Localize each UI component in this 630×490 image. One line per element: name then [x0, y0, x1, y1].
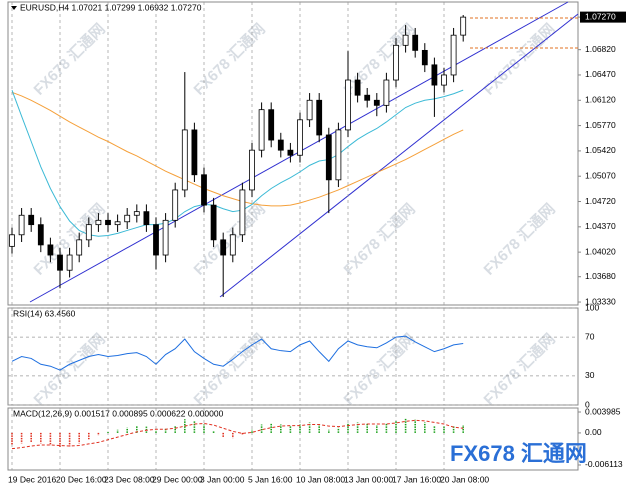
price-panel [7, 1, 579, 306]
candle-body [441, 74, 447, 86]
candle-body [383, 79, 390, 106]
candle-body [37, 224, 44, 246]
candle-body [297, 119, 303, 156]
rsi-line [11, 335, 464, 371]
candle-body [325, 134, 332, 181]
candle-body [172, 189, 179, 221]
candle-body [162, 219, 169, 256]
x-tick-label: 3 Jan 00:00 [200, 474, 245, 484]
candle-body [249, 149, 255, 191]
y-tick-label: 1.06820 [585, 44, 616, 54]
candle-body [9, 234, 15, 247]
candle-body [402, 34, 409, 46]
price-highlight [580, 11, 626, 23]
y-tick-label: 1.03680 [585, 271, 616, 281]
x-tick-label: 17 Jan 16:00 [392, 474, 441, 484]
candle-body [277, 139, 284, 151]
y-tick-label: 0 [585, 399, 590, 409]
y-tick-label: 30 [585, 370, 595, 380]
x-tick-label: 29 Dec 00:00 [152, 474, 203, 484]
candle-body [85, 224, 92, 241]
candle-body [412, 34, 419, 51]
candle-body [95, 219, 102, 226]
candle-body [287, 149, 294, 156]
price-title: EURUSD,H4 1.07021 1.07299 1.06932 1.0727… [20, 2, 202, 12]
candle-body [76, 239, 83, 256]
x-tick-label: 5 Jan 16:00 [248, 474, 293, 484]
y-tick-label: 1.04720 [585, 196, 616, 206]
candle-body [114, 221, 121, 226]
y-tick-label: 1.06470 [585, 69, 616, 79]
candle-body [124, 214, 131, 223]
macd-title: MACD(12,26,9) 0.001517 0.000895 0.000622… [13, 408, 224, 418]
signal-line [11, 419, 464, 450]
x-tick-label: 20 Jan 08:00 [440, 474, 489, 484]
candle-body [258, 109, 265, 151]
x-tick-label: 10 Jan 08:00 [296, 474, 345, 484]
y-tick-label: 1.04370 [585, 221, 616, 231]
y-tick-label: 1.05770 [585, 120, 616, 130]
y-tick-label: -0.006113 [585, 459, 623, 469]
moving-average [11, 91, 464, 207]
macd-panel [7, 407, 579, 471]
y-tick-label: 100 [585, 302, 599, 312]
y-tick-label: 0.00 [585, 427, 602, 437]
candle-body [57, 254, 63, 271]
candle-body [66, 254, 73, 271]
x-tick-label: 20 Dec 16:00 [56, 474, 107, 484]
candle-body [306, 99, 313, 121]
candle-body [364, 94, 371, 101]
candle-body [105, 219, 111, 226]
x-tick-label: 13 Jan 00:00 [344, 474, 393, 484]
candle-body [316, 99, 323, 136]
channel-lower [219, 13, 579, 298]
candle-body [393, 44, 399, 81]
candle-body [239, 189, 246, 236]
candle-body [153, 224, 159, 256]
y-tick-label: 1.04020 [585, 246, 616, 256]
candle-body [450, 34, 457, 76]
candle-body [354, 79, 361, 96]
candle-body [47, 244, 54, 256]
collapse-marker [11, 6, 17, 10]
candle-body [431, 64, 438, 86]
candle-body [191, 129, 198, 176]
y-tick-label: 1.05070 [585, 170, 616, 180]
candle-body [133, 211, 140, 216]
candle-body [181, 129, 188, 191]
candle-body [229, 234, 236, 256]
candle-body [335, 129, 342, 181]
candle-body [220, 239, 227, 256]
x-tick-label: 19 Dec 2016 [8, 474, 56, 484]
logo: FX678 汇通网 [450, 441, 587, 466]
y-tick-label: 1.06120 [585, 95, 616, 105]
candle-body [460, 16, 467, 36]
y-tick-label: 70 [585, 331, 595, 341]
candle-body [143, 211, 150, 226]
x-tick-label: 23 Dec 08:00 [104, 474, 155, 484]
y-tick-label: 1.03330 [585, 296, 616, 306]
candle-body [201, 174, 207, 206]
y-tick-label: 0.003985 [585, 406, 621, 416]
candle-body [345, 79, 351, 131]
y-tick-label: 1.05420 [585, 145, 616, 155]
candle-body [421, 49, 428, 66]
rsi-title: RSI(14) 63.4560 [13, 308, 76, 318]
candle-body [28, 214, 35, 226]
candle-body [18, 214, 25, 236]
candle-body [373, 99, 380, 106]
candle-body [210, 204, 217, 241]
candle-body [268, 109, 275, 141]
y-tick-label: 1.07270 [585, 11, 616, 21]
